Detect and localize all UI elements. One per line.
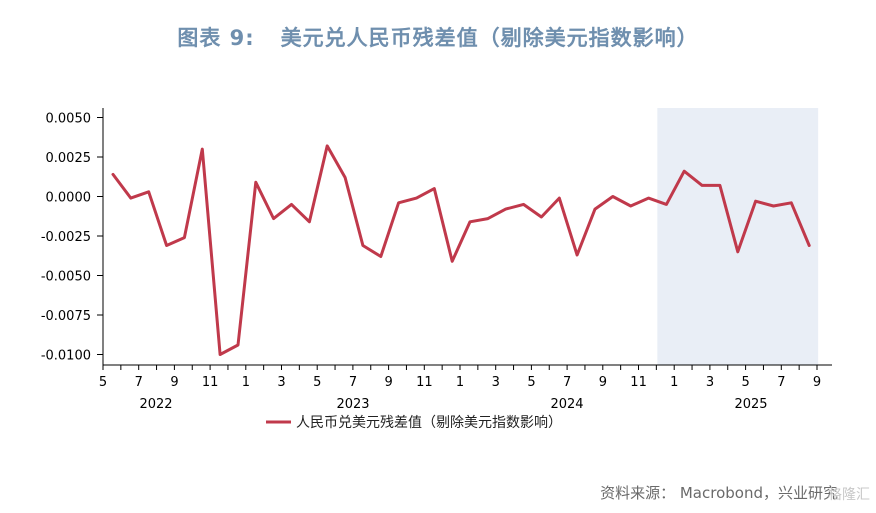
x-tick-label: 11 xyxy=(202,375,219,390)
x-tick-label: 1 xyxy=(670,375,678,390)
year-label: 2024 xyxy=(550,397,583,412)
x-tick-label: 3 xyxy=(492,375,500,390)
x-tick-label: 5 xyxy=(99,375,107,390)
chart-title-main: 美元兑人民币残差值（剔除美元指数影响） xyxy=(280,26,699,50)
year-label: 2022 xyxy=(139,397,172,412)
y-tick-label: 0.0000 xyxy=(46,191,92,206)
y-tick-label: 0.0025 xyxy=(46,151,92,166)
x-tick-label: 7 xyxy=(135,375,143,390)
chart-title: 图表 9: 美元兑人民币残差值（剔除美元指数影响） xyxy=(0,22,876,52)
x-tick-label: 5 xyxy=(527,375,535,390)
y-tick-label: -0.0075 xyxy=(41,309,91,324)
x-tick-label: 5 xyxy=(313,375,321,390)
y-tick-label: -0.0100 xyxy=(41,349,91,364)
year-label: 2025 xyxy=(734,397,767,412)
source-note: 资料来源： Macrobond，兴业研究 xyxy=(600,484,838,502)
y-axis: 0.0050 0.0025 0.0000 -0.0025 -0.0050 -0.0075 -… xyxy=(41,108,104,365)
x-tick-label: 9 xyxy=(599,375,607,390)
x-tick-label: 3 xyxy=(706,375,714,390)
x-tick-label: 11 xyxy=(630,375,647,390)
year-label: 2023 xyxy=(336,397,369,412)
x-tick-label: 5 xyxy=(742,375,750,390)
watermark: 格隆汇 xyxy=(828,487,870,503)
x-tick-label: 7 xyxy=(349,375,357,390)
y-tick-label: -0.0025 xyxy=(41,230,91,245)
x-tick-label: 7 xyxy=(777,375,785,390)
x-tick-label: 7 xyxy=(563,375,571,390)
x-tick-label: 9 xyxy=(385,375,393,390)
x-tick-label: 3 xyxy=(277,375,285,390)
x-tick-label: 1 xyxy=(242,375,250,390)
series-line xyxy=(111,144,811,356)
x-tick-label: 11 xyxy=(416,375,433,390)
x-tick-label: 9 xyxy=(813,375,821,390)
legend: 人民币兑美元残差值（剔除美元指数影响） xyxy=(266,415,562,431)
x-tick-label: 9 xyxy=(170,375,178,390)
shaded-region-2025 xyxy=(657,108,819,365)
chart-title-prefix: 图表 9: xyxy=(177,26,255,50)
y-tick-label: -0.0050 xyxy=(41,270,91,285)
x-tick-label: 1 xyxy=(456,375,464,390)
y-tick-label: 0.0050 xyxy=(46,112,92,127)
legend-label: 人民币兑美元残差值（剔除美元指数影响） xyxy=(296,415,562,431)
